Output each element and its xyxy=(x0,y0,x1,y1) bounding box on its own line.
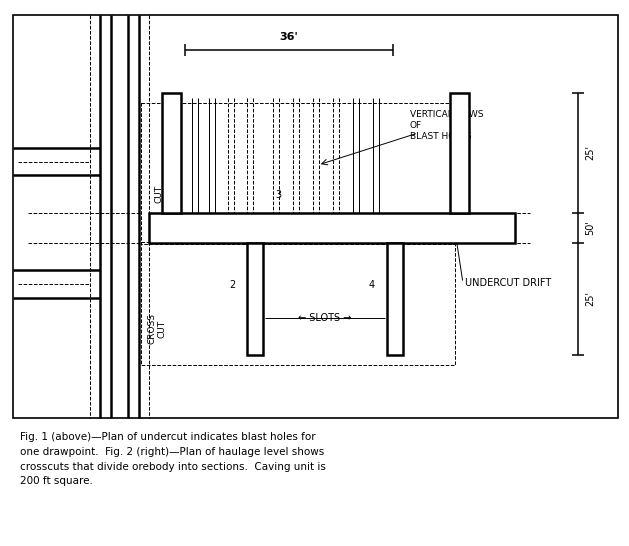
Bar xyxy=(450,93,469,213)
Text: 50': 50' xyxy=(585,221,595,235)
Bar xyxy=(247,243,263,355)
Text: Fig. 1 (above)—Plan of undercut indicates blast holes for
one drawpoint.  Fig. 2: Fig. 1 (above)—Plan of undercut indicate… xyxy=(20,432,326,486)
Text: 1: 1 xyxy=(167,188,173,198)
Text: VERTICAL ROWS
OF
BLAST HOLES: VERTICAL ROWS OF BLAST HOLES xyxy=(410,110,484,141)
Text: CUT: CUT xyxy=(155,185,164,203)
Bar xyxy=(387,243,403,355)
Text: 5: 5 xyxy=(477,225,483,235)
Bar xyxy=(141,242,455,365)
Bar xyxy=(149,213,515,243)
Text: 25': 25' xyxy=(585,292,595,306)
Text: UNDERCUT DRIFT: UNDERCUT DRIFT xyxy=(465,278,551,288)
Text: ← SLOTS →: ← SLOTS → xyxy=(298,313,352,323)
Bar xyxy=(13,15,618,418)
Text: 36': 36' xyxy=(280,32,298,42)
Text: 3: 3 xyxy=(275,190,281,200)
Bar xyxy=(141,103,455,244)
Text: 25': 25' xyxy=(585,145,595,161)
Text: CROSS
CUT: CROSS CUT xyxy=(147,313,167,345)
Text: 4: 4 xyxy=(369,280,375,290)
Bar xyxy=(162,93,181,213)
Text: 2: 2 xyxy=(229,280,235,290)
